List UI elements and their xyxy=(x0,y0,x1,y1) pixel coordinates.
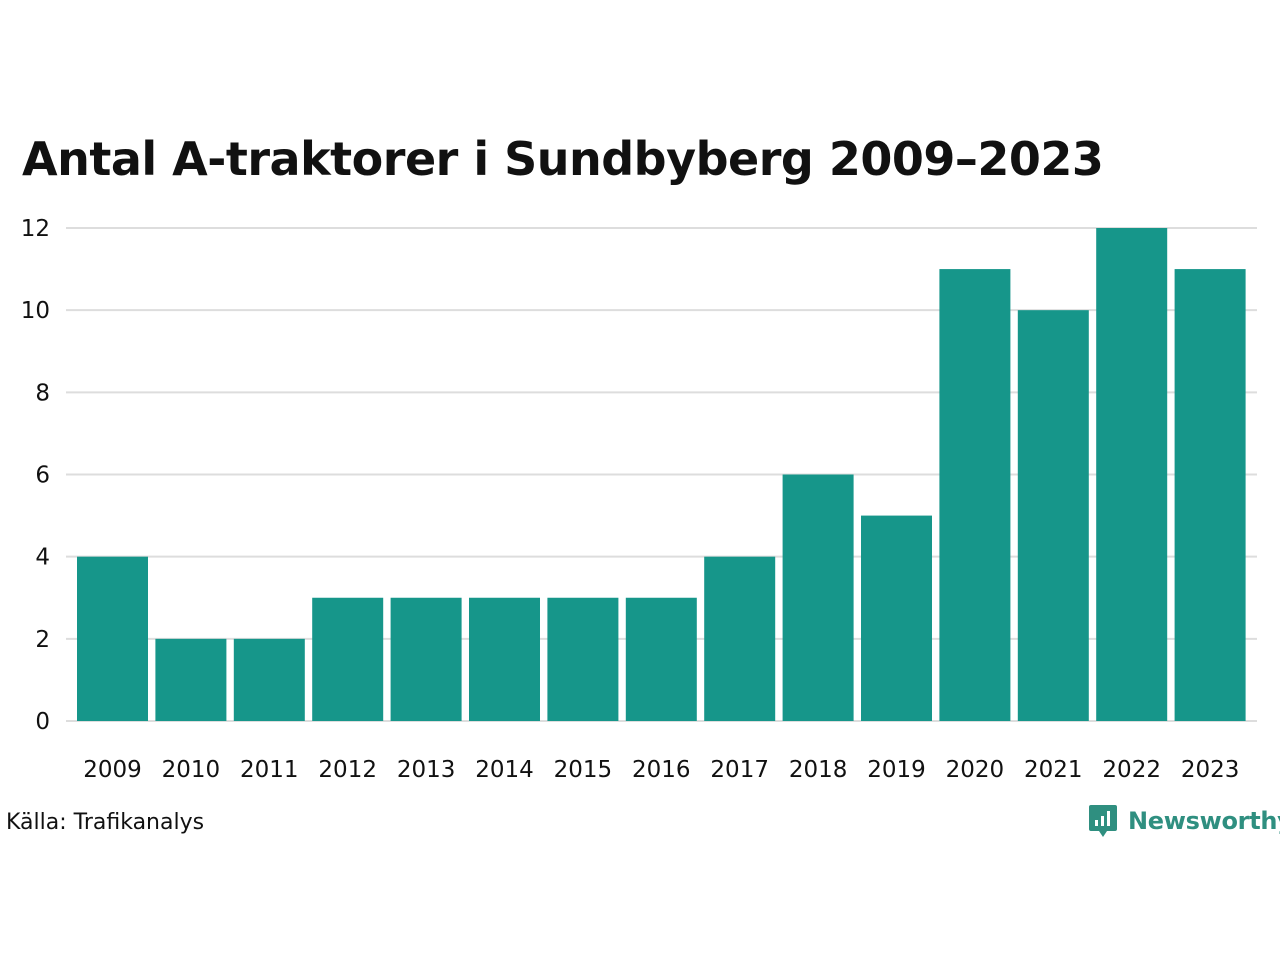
x-tick-label: 2014 xyxy=(475,757,534,783)
x-tick-label: 2019 xyxy=(867,757,926,783)
newsworthy-logo-icon xyxy=(1089,805,1117,837)
y-axis-labels: 0 2 4 6 8 10 12 xyxy=(21,216,50,735)
y-tick-label: 4 xyxy=(35,545,50,571)
bar-2010 xyxy=(155,638,227,721)
bar-2014 xyxy=(469,597,540,721)
bar-2012 xyxy=(312,597,384,721)
y-tick-label: 10 xyxy=(21,298,50,324)
brand-logo: Newsworthy xyxy=(1088,803,1280,839)
bar-2016 xyxy=(625,597,697,721)
x-tick-label: 2023 xyxy=(1181,757,1240,783)
x-tick-label: 2010 xyxy=(162,757,221,783)
bar-2009 xyxy=(77,556,148,721)
bar-2011 xyxy=(233,638,305,721)
y-tick-label: 12 xyxy=(21,216,50,242)
y-tick-label: 2 xyxy=(35,627,50,653)
x-tick-label: 2009 xyxy=(83,757,142,783)
x-axis-labels: 2009 2010 2011 2012 2013 2014 2015 2016 2017 2018… xyxy=(83,757,1239,783)
bar-2015 xyxy=(547,597,619,721)
x-tick-label: 2022 xyxy=(1102,757,1161,783)
bar-2020 xyxy=(939,269,1011,721)
y-tick-label: 6 xyxy=(35,463,50,489)
bars xyxy=(77,228,1246,721)
bar-2013 xyxy=(390,597,462,721)
x-tick-label: 2018 xyxy=(789,757,848,783)
bar-2022 xyxy=(1096,228,1168,721)
x-tick-label: 2015 xyxy=(554,757,613,783)
brand-name: Newsworthy xyxy=(1128,807,1280,835)
bar-2023 xyxy=(1174,269,1246,721)
bar-2018 xyxy=(782,474,854,721)
chart-title: Antal A-traktorer i Sundbyberg 2009–2023 xyxy=(22,132,1104,186)
x-tick-label: 2021 xyxy=(1024,757,1083,783)
x-tick-label: 2013 xyxy=(397,757,456,783)
bar-2019 xyxy=(861,515,932,721)
x-tick-label: 2020 xyxy=(946,757,1005,783)
bar-2021 xyxy=(1017,310,1089,721)
x-tick-label: 2016 xyxy=(632,757,691,783)
source-note: Källa: Trafikanalys xyxy=(6,810,205,835)
bar-2017 xyxy=(704,556,776,721)
y-tick-label: 8 xyxy=(35,380,50,406)
y-tick-label: 0 xyxy=(35,709,50,735)
x-tick-label: 2011 xyxy=(240,757,299,783)
x-tick-label: 2017 xyxy=(710,757,769,783)
x-tick-label: 2012 xyxy=(318,757,377,783)
